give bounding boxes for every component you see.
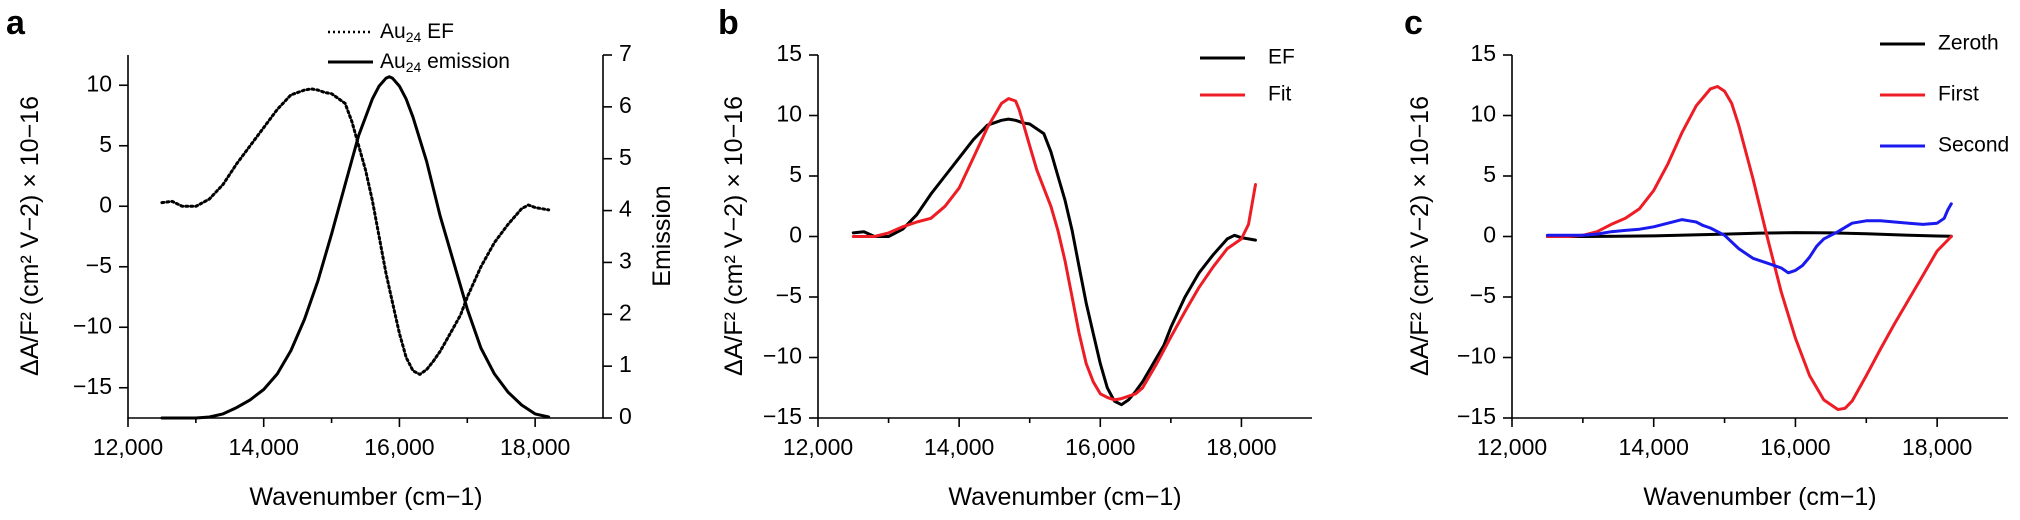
y2-tick-label-a: 5 xyxy=(619,144,632,170)
series-line-b-ef xyxy=(851,117,1257,407)
y-tick-label-a: −15 xyxy=(73,373,112,399)
legend-label-fit: Fit xyxy=(1268,83,1291,106)
x-axis-label-c: Wavenumber (cm−1) xyxy=(1643,483,1876,511)
x-ticks-a: 12,000 14,000 16,000 18,000 xyxy=(93,418,570,460)
x-tick-label-c-16000: 16,000 xyxy=(1760,434,1830,460)
y-tick-label-c: −5 xyxy=(1470,282,1496,308)
y-tick-label-b: 5 xyxy=(789,161,802,187)
x-tick-label-c-14000: 14,000 xyxy=(1619,434,1689,460)
plot-area-b xyxy=(851,97,1257,407)
series-line-b-fit xyxy=(851,97,1257,402)
panel-label-c: c xyxy=(1404,4,1423,42)
x-tick-label-a-14000: 14,000 xyxy=(229,434,299,460)
y-tick-label-a: −5 xyxy=(86,252,112,278)
y-tick-label-b: 10 xyxy=(776,101,802,127)
series-line-c-second xyxy=(1545,202,1953,275)
legend-label-second: Second xyxy=(1938,134,2009,157)
y2-tick-label-a: 7 xyxy=(619,40,632,66)
y2-axis-label-a: Emission xyxy=(648,185,676,286)
x-tick-label-b-16000: 16,000 xyxy=(1065,434,1135,460)
series-line-a-au24-ef xyxy=(160,87,551,376)
y-tick-label-b: 15 xyxy=(776,40,802,66)
x-ticks-b: 12,000 14,000 16,000 18,000 xyxy=(783,418,1277,460)
x-tick-label-b-14000: 14,000 xyxy=(924,434,994,460)
y-axis-label-c: ΔA/F² (cm² V−2) × 10−16 xyxy=(1406,96,1434,376)
y-tick-label-a: 0 xyxy=(99,191,112,217)
y-tick-label-c: 5 xyxy=(1483,161,1496,187)
panel-a: a 12,000 14,000 16,000 18,000 −15 −10 −5 0 5 10 … xyxy=(6,4,676,511)
y-tick-label-c: 15 xyxy=(1470,40,1496,66)
x-axis-label-b: Wavenumber (cm−1) xyxy=(948,483,1181,511)
y-axis-label-a: ΔA/F² (cm² V−2) × 10−16 xyxy=(16,96,44,376)
x-tick-label-b-12000: 12,000 xyxy=(783,434,853,460)
y-tick-label-c: −10 xyxy=(1457,343,1496,369)
y-tick-label-b: −5 xyxy=(776,282,802,308)
legend-label-au24-emission: Au24 emission xyxy=(380,50,510,75)
legend-b: EF Fit xyxy=(1200,46,1295,106)
y2-tick-label-a: 6 xyxy=(619,92,632,118)
legend-label-au24-ef: Au24 EF xyxy=(380,20,454,45)
y2-tick-label-a: 2 xyxy=(619,299,632,325)
legend-label-ef: EF xyxy=(1268,46,1295,69)
y-ticks-b: −15 −10 −5 0 5 10 15 xyxy=(763,40,818,429)
x-axis-label-a: Wavenumber (cm−1) xyxy=(249,483,482,511)
x-tick-label-c-12000: 12,000 xyxy=(1477,434,1547,460)
y-tick-label-c: −15 xyxy=(1457,403,1496,429)
x-tick-label-a-18000: 18,000 xyxy=(500,434,570,460)
series-line-c-first xyxy=(1545,85,1953,411)
panel-c: c 12,000 14,000 16,000 18,000 −15 −10 −5 0 5 10 1… xyxy=(1404,4,2009,511)
panel-b: b 12,000 14,000 16,000 18,000 −15 −10 −5 0 5 10 1… xyxy=(718,4,1312,511)
y-ticks-a: −15 −10 −5 0 5 10 xyxy=(73,70,128,399)
legend-label-zeroth: Zeroth xyxy=(1938,32,1999,55)
series-line-a-au24-emission xyxy=(160,75,551,420)
x-tick-label-a-12000: 12,000 xyxy=(93,434,163,460)
y2-ticks-a: 0 1 2 3 4 5 6 7 xyxy=(603,40,632,429)
y-tick-label-a: 5 xyxy=(99,131,112,157)
panel-label-b: b xyxy=(718,4,739,42)
legend-a: Au24 EF Au24 emission xyxy=(328,20,510,75)
y2-tick-label-a: 1 xyxy=(619,351,632,377)
x-tick-label-b-18000: 18,000 xyxy=(1206,434,1276,460)
y-tick-label-b: 0 xyxy=(789,222,802,248)
y-tick-label-a: −10 xyxy=(73,312,112,338)
y-tick-label-c: 0 xyxy=(1483,222,1496,248)
panel-label-a: a xyxy=(6,4,26,42)
x-ticks-c: 12,000 14,000 16,000 18,000 xyxy=(1477,418,1972,460)
y-tick-label-b: −15 xyxy=(763,403,802,429)
legend-c: Zeroth First Second xyxy=(1880,32,2009,157)
x-tick-label-c-18000: 18,000 xyxy=(1902,434,1972,460)
y-tick-label-b: −10 xyxy=(763,343,802,369)
plot-area-c xyxy=(1545,85,1953,411)
y2-tick-label-a: 0 xyxy=(619,403,632,429)
x-tick-label-a-16000: 16,000 xyxy=(364,434,434,460)
y-ticks-c: −15 −10 −5 0 5 10 15 xyxy=(1457,40,1512,429)
y-tick-label-c: 10 xyxy=(1470,101,1496,127)
y-tick-label-a: 10 xyxy=(86,70,112,96)
series-line-c-zeroth xyxy=(1545,231,1953,238)
y2-tick-label-a: 3 xyxy=(619,248,632,274)
plot-area-a xyxy=(160,75,551,420)
y2-tick-label-a: 4 xyxy=(619,196,632,222)
y-axis-label-b: ΔA/F² (cm² V−2) × 10−16 xyxy=(720,96,748,376)
axes-frame-a xyxy=(127,55,604,419)
legend-label-first: First xyxy=(1938,83,1979,106)
